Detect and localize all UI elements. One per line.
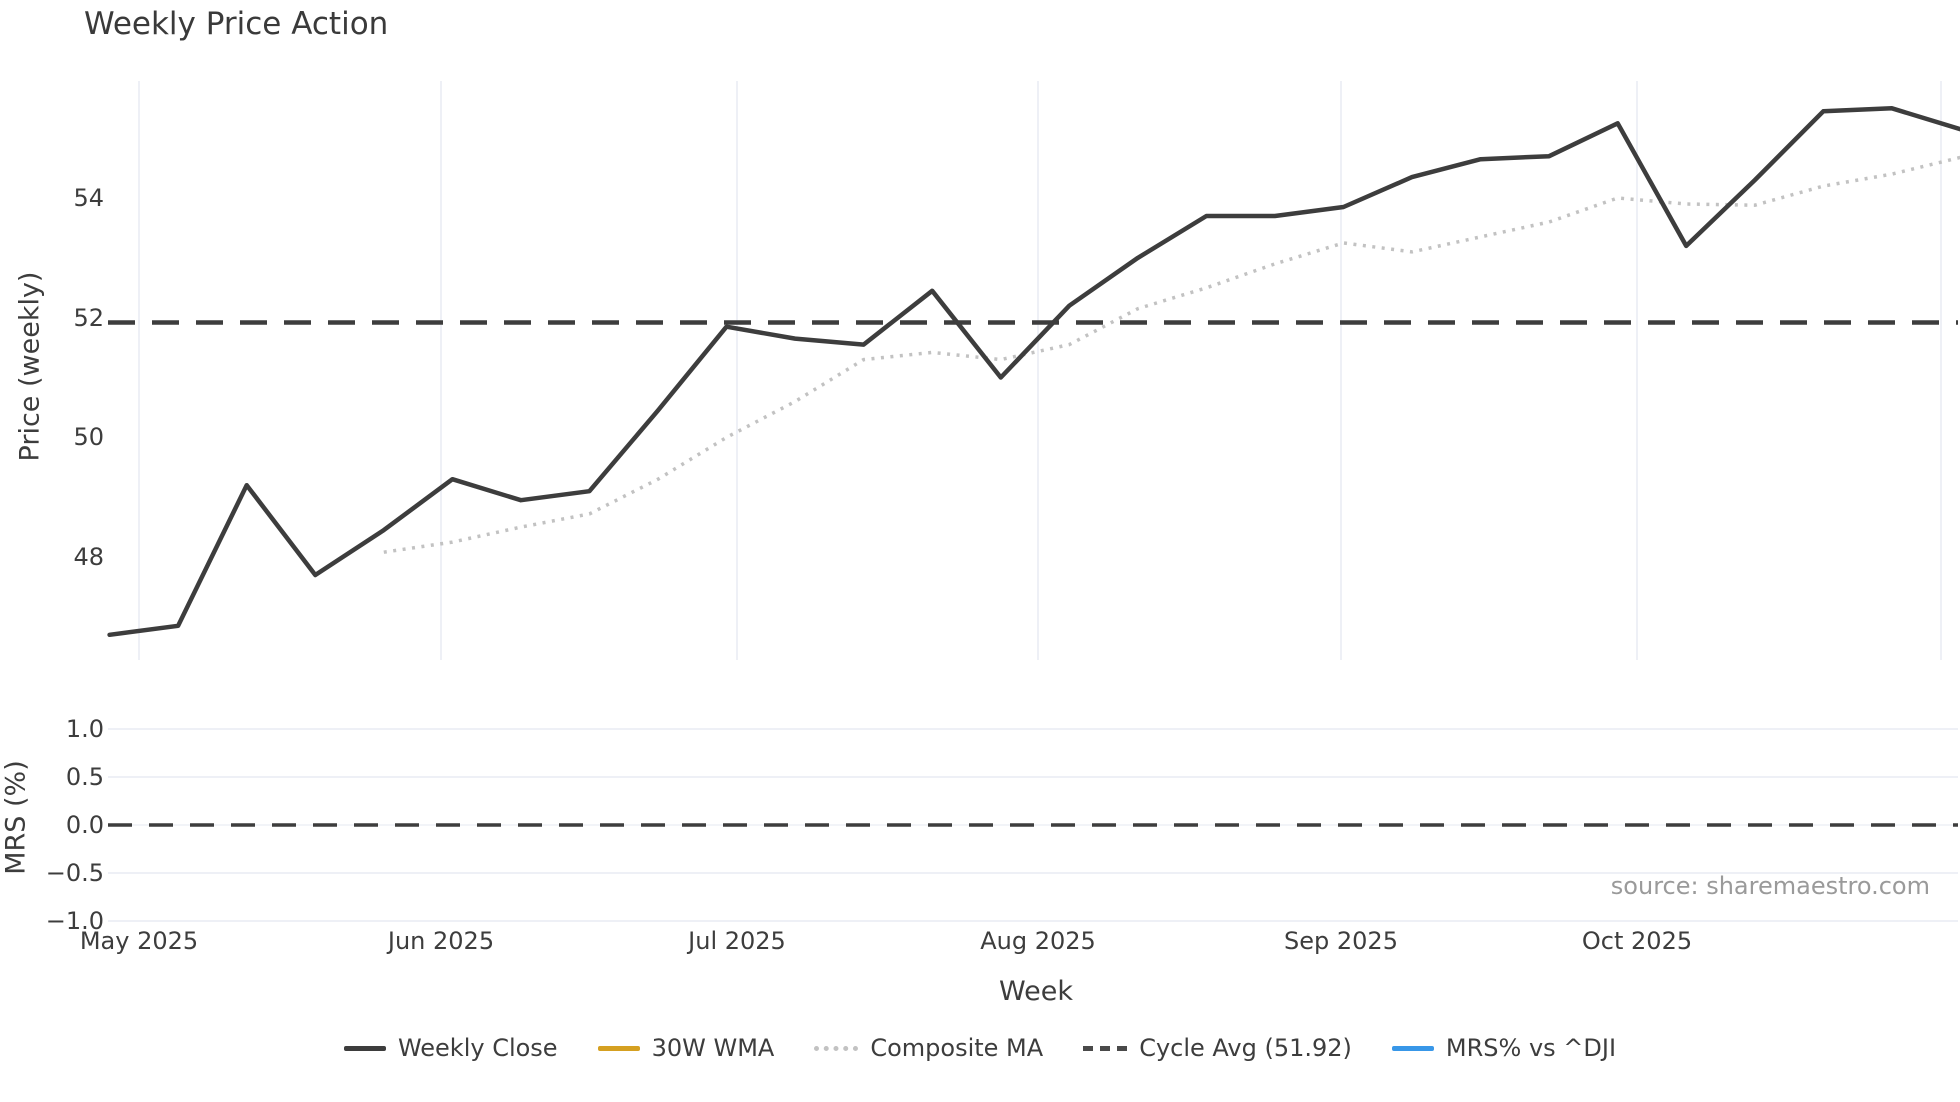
legend-item-mrs: MRS% vs ^DJI [1391, 1034, 1617, 1062]
legend-item-30w-wma: 30W WMA [597, 1034, 775, 1062]
composite-ma-dotted-swatch-icon [814, 1045, 859, 1051]
xtick-jul-2025: Jul 2025 [688, 927, 786, 955]
mrs-ytick-1.0: 1.0 [65, 715, 104, 743]
legend: Weekly Close 30W WMA Composite MA Cycle … [0, 1034, 1960, 1062]
xtick-aug-2025: Aug 2025 [980, 927, 1096, 955]
legend-label: MRS% vs ^DJI [1445, 1034, 1617, 1062]
legend-label: Weekly Close [397, 1034, 558, 1062]
legend-item-composite-ma: Composite MA [814, 1034, 1043, 1062]
price-ytick-52: 52 [73, 304, 104, 332]
cycle-avg-dashed-swatch-icon [1083, 1045, 1128, 1051]
source-annotation: source: sharemaestro.com [1610, 872, 1930, 900]
price-axis-label: Price (weekly) [14, 271, 46, 462]
price-ytick-48: 48 [73, 543, 104, 571]
mrs-ytick-0.0: 0.0 [65, 811, 104, 839]
price-ytick-50: 50 [73, 423, 104, 451]
wma-line-swatch-icon [597, 1045, 640, 1051]
xtick-oct-2025: Oct 2025 [1581, 927, 1693, 955]
mrs-ytick-0.5: 0.5 [65, 763, 104, 791]
legend-item-weekly-close: Weekly Close [343, 1034, 558, 1062]
chart-title: Weekly Price Action [84, 6, 389, 42]
mrs-line-swatch-icon [1391, 1045, 1434, 1051]
weekly-close-line-swatch-icon [343, 1045, 386, 1051]
legend-label: 30W WMA [651, 1034, 775, 1062]
xtick-jun-2025: Jun 2025 [387, 927, 495, 955]
legend-label: Cycle Avg (51.92) [1139, 1034, 1352, 1062]
x-axis-label: Week [999, 976, 1073, 1007]
mrs-ytick-neg0.5: −0.5 [45, 859, 104, 887]
legend-label: Composite MA [870, 1034, 1044, 1062]
xtick-may-2025: May 2025 [79, 927, 199, 955]
xtick-sep-2025: Sep 2025 [1284, 927, 1398, 955]
legend-item-cycle-avg: Cycle Avg (51.92) [1083, 1034, 1352, 1062]
mrs-ytick-neg1.0: −1.0 [45, 907, 104, 935]
mrs-axis-label: MRS (%) [0, 760, 32, 875]
price-ytick-54: 54 [73, 184, 104, 212]
